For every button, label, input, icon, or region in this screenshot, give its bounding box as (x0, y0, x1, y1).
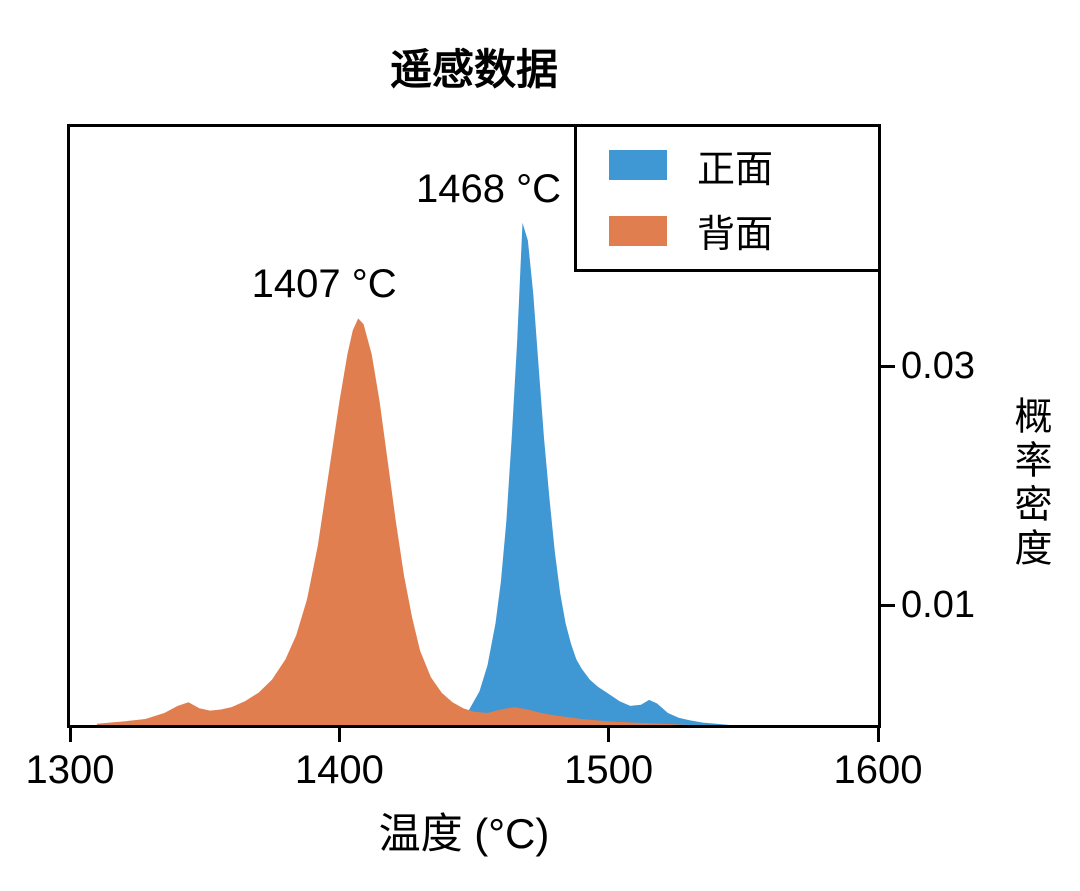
chart-title: 遥感数据 (389, 46, 559, 93)
legend-swatch-back (609, 215, 667, 246)
y-tick-label: 0.01 (901, 584, 975, 627)
legend-label-front: 正面 (697, 148, 774, 191)
peak-annotation-front: 1468 °C (415, 166, 561, 211)
legend-entry-front: 正面 (609, 138, 878, 193)
y-tick-mark (881, 364, 895, 368)
x-tick-label: 1500 (564, 748, 654, 792)
x-tick-mark (607, 728, 611, 742)
legend-label-back: 背面 (697, 214, 774, 257)
x-tick-label: 1600 (833, 748, 923, 792)
peak-annotation-back: 1407 °C (251, 262, 397, 307)
density-area-front (433, 222, 730, 725)
legend-swatch-front (609, 150, 667, 181)
y-tick-mark (881, 603, 895, 607)
x-tick-label: 1300 (25, 748, 115, 792)
legend-entry-back: 背面 (609, 203, 878, 258)
x-tick-label: 1400 (294, 748, 384, 792)
y-tick-label: 0.03 (901, 345, 975, 388)
x-tick-mark (876, 728, 880, 742)
legend: 正面 背面 (574, 124, 881, 272)
x-tick-mark (68, 728, 72, 742)
x-tick-mark (337, 728, 341, 742)
x-axis-label: 温度 (°C) (378, 810, 550, 857)
y-axis-label: 概率密度 (1008, 396, 1050, 572)
density-area-back (96, 318, 690, 725)
